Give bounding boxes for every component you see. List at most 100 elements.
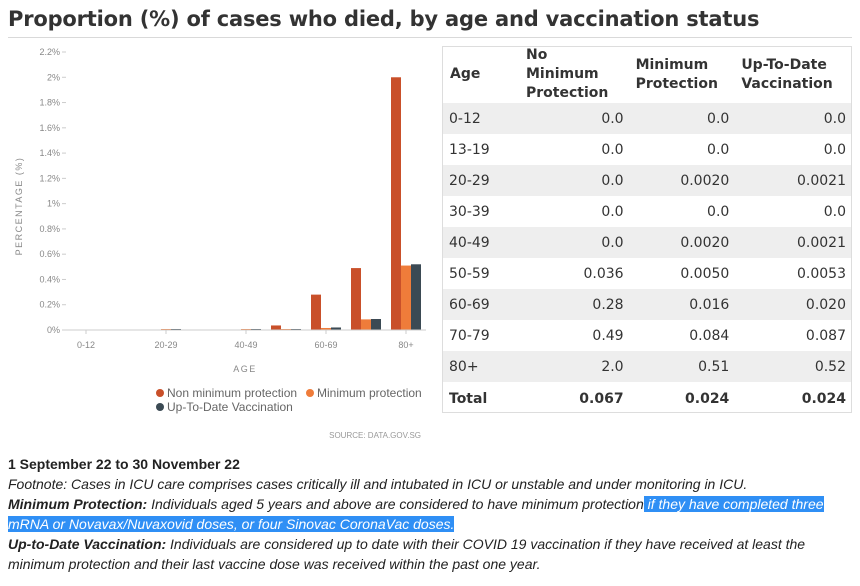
- title-divider: [8, 37, 852, 38]
- legend-label: Up-To-Date Vaccination: [167, 400, 293, 414]
- bar-minimum-protection-80plus[interactable]: [401, 265, 411, 330]
- value-cell: 0.0: [520, 103, 630, 134]
- notes-section: 1 September 22 to 30 November 22 Footnot…: [8, 454, 856, 574]
- min-protection-note: Minimum Protection: Individuals aged 5 y…: [8, 494, 856, 534]
- value-cell: 0.0020: [629, 165, 736, 196]
- total-label: Total: [442, 382, 520, 415]
- y-tick-label: 1.6%: [39, 123, 60, 133]
- x-tick-label: 0-12: [77, 340, 95, 350]
- legend-item[interactable]: Up-To-Date Vaccination: [156, 400, 293, 414]
- col-header-min-protection: Minimum Protection: [629, 46, 736, 103]
- age-cell: 70-79: [442, 320, 520, 351]
- col-header-age: Age: [442, 46, 520, 103]
- x-axis-label: AGE: [233, 364, 257, 374]
- bar-non-minimum-protection-80plus[interactable]: [391, 77, 401, 330]
- x-tick-label: 60-69: [314, 340, 337, 350]
- value-cell: 0.036: [520, 258, 630, 289]
- x-tick-label: 40-49: [234, 340, 257, 350]
- y-tick-label: 1.2%: [39, 173, 60, 183]
- value-cell: 0.0: [735, 196, 852, 227]
- age-cell: 40-49: [442, 227, 520, 258]
- legend-swatch: [156, 389, 164, 397]
- value-cell: 0.0: [520, 196, 630, 227]
- y-tick-label: 1.8%: [39, 98, 60, 108]
- total-value: 0.024: [735, 382, 852, 415]
- age-cell: 80+: [442, 351, 520, 382]
- legend-swatch: [156, 403, 164, 411]
- value-cell: 0.0053: [735, 258, 852, 289]
- value-cell: 0.084: [629, 320, 736, 351]
- source-note: SOURCE: DATA.GOV.SG: [329, 431, 421, 440]
- page-title: Proportion (%) of cases who died, by age…: [8, 7, 760, 31]
- value-cell: 0.0: [629, 196, 736, 227]
- bar-up-to-date-vaccination-70-79[interactable]: [371, 319, 381, 330]
- value-cell: 0.0: [520, 227, 630, 258]
- data-table: Age No Minimum Protection Minimum Protec…: [442, 46, 852, 415]
- y-axis-label: PERCENTAGE (%): [14, 157, 24, 256]
- value-cell: 0.0: [629, 103, 736, 134]
- value-cell: 0.0021: [735, 165, 852, 196]
- footnote-text: Footnote: Cases in ICU care comprises ca…: [8, 476, 748, 492]
- value-cell: 0.28: [520, 289, 630, 320]
- y-tick-label: 2%: [47, 72, 60, 82]
- col-header-no-min-protection: No Minimum Protection: [520, 46, 630, 103]
- y-tick-label: 0.2%: [39, 300, 60, 310]
- value-cell: 2.0: [520, 351, 630, 382]
- age-cell: 60-69: [442, 289, 520, 320]
- table-row: 80+ 2.0 0.51 0.52: [442, 351, 852, 382]
- y-tick-label: 1%: [47, 199, 60, 209]
- bar-up-to-date-vaccination-60-69[interactable]: [331, 327, 341, 330]
- bar-chart: 0% 0.2% 0.4% 0.6% 0.8% 1% 1.2% 1.4% 1.6% 1.8% 2% 2.…: [14, 47, 426, 440]
- age-cell: 50-59: [442, 258, 520, 289]
- table-row: 60-69 0.28 0.016 0.020: [442, 289, 852, 320]
- value-cell: 0.0: [520, 165, 630, 196]
- up-to-date-label: Up-to-Date Vaccination:: [8, 536, 167, 552]
- total-row: Total 0.067 0.024 0.024: [442, 382, 852, 415]
- bar-non-minimum-protection-70-79[interactable]: [351, 268, 361, 330]
- legend-item[interactable]: Non minimum protection: [156, 386, 297, 400]
- table-row: 70-79 0.49 0.084 0.087: [442, 320, 852, 351]
- up-to-date-text: Individuals are considered up to date wi…: [8, 536, 806, 572]
- bar-non-minimum-protection-50-59[interactable]: [271, 325, 281, 330]
- legend-swatch: [306, 389, 314, 397]
- value-cell: 0.020: [735, 289, 852, 320]
- value-cell: 0.087: [735, 320, 852, 351]
- y-tick-label: 0.8%: [39, 224, 60, 234]
- x-axis-ticks: 0-12 20-29 40-49 60-69 80+: [77, 330, 414, 350]
- table-row: 40-49 0.0 0.0020 0.0021: [442, 227, 852, 258]
- value-cell: 0.0: [735, 134, 852, 165]
- y-tick-label: 0%: [47, 325, 60, 335]
- value-cell: 0.0: [520, 134, 630, 165]
- value-cell: 0.49: [520, 320, 630, 351]
- value-cell: 0.0: [629, 134, 736, 165]
- legend-item[interactable]: Minimum protection: [306, 386, 422, 400]
- min-protection-text: Individuals aged 5 years and above are c…: [147, 496, 644, 512]
- y-tick-label: 0.4%: [39, 274, 60, 284]
- table-row: 20-29 0.0 0.0020 0.0021: [442, 165, 852, 196]
- min-protection-label: Minimum Protection:: [8, 496, 148, 512]
- x-tick-label: 80+: [398, 340, 413, 350]
- y-axis-ticks: 0% 0.2% 0.4% 0.6% 0.8% 1% 1.2% 1.4% 1.6% 1.8% 2% 2.…: [39, 47, 66, 335]
- period-label: 1 September 22 to 30 November 22: [8, 456, 240, 472]
- age-cell: 13-19: [442, 134, 520, 165]
- bar-non-minimum-protection-60-69[interactable]: [311, 294, 321, 330]
- table-header-row: Age No Minimum Protection Minimum Protec…: [442, 46, 852, 103]
- age-cell: 0-12: [442, 103, 520, 134]
- bar-up-to-date-vaccination-80plus[interactable]: [411, 264, 421, 330]
- legend-label: Non minimum protection: [167, 386, 297, 400]
- value-cell: 0.0050: [629, 258, 736, 289]
- y-tick-label: 2.2%: [39, 47, 60, 57]
- bar-minimum-protection-60-69[interactable]: [321, 327, 331, 330]
- table-row: 13-19 0.0 0.0 0.0: [442, 134, 852, 165]
- value-cell: 0.51: [629, 351, 736, 382]
- table-row: 0-12 0.0 0.0 0.0: [442, 103, 852, 134]
- value-cell: 0.016: [629, 289, 736, 320]
- bar-minimum-protection-70-79[interactable]: [361, 319, 371, 330]
- x-tick-label: 20-29: [154, 340, 177, 350]
- legend-label: Minimum protection: [317, 386, 422, 400]
- value-cell: 0.0021: [735, 227, 852, 258]
- table-row: 30-39 0.0 0.0 0.0: [442, 196, 852, 227]
- table-row: 50-59 0.036 0.0050 0.0053: [442, 258, 852, 289]
- up-to-date-note: Up-to-Date Vaccination: Individuals are …: [8, 534, 856, 574]
- table-body: 0-12 0.0 0.0 0.0 13-19 0.0 0.0 0.0 20-29 0.0 0.002…: [442, 103, 852, 415]
